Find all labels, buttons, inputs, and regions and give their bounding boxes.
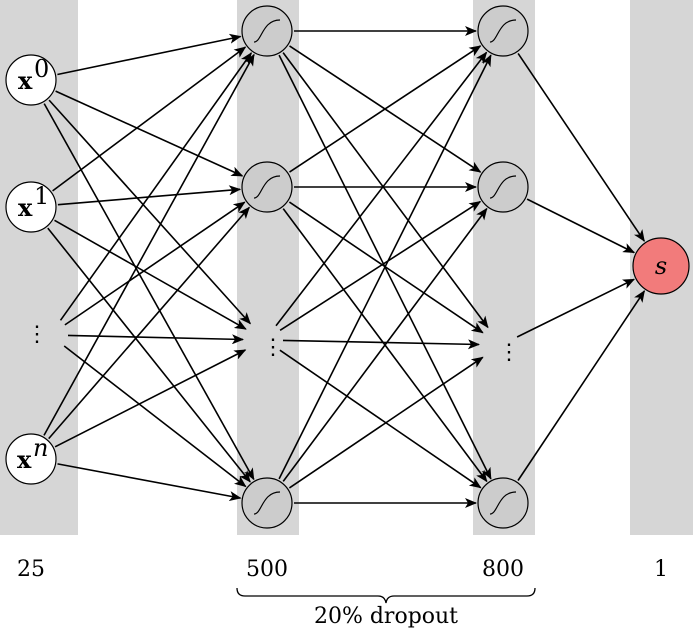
hidden2-output-edge-1-0 <box>526 198 636 254</box>
sigmoid-icon <box>253 175 281 199</box>
hidden1-node-n <box>241 477 293 529</box>
input-node-x0: x 0 <box>5 54 57 106</box>
hidden2-node-n <box>477 477 529 529</box>
sigmoid-icon <box>489 19 517 43</box>
input-node-x0-sup: 0 <box>34 55 49 83</box>
sigmoid-icon <box>489 175 517 199</box>
input-node-xn-base: x <box>17 445 32 474</box>
hidden1-hidden2-edge-1-2 <box>288 201 484 334</box>
dropout-brace <box>236 587 536 604</box>
input-node-x1: x 1 <box>5 181 57 233</box>
input-hidden1-edge-1-0 <box>52 46 247 192</box>
hidden-layer-1-band <box>237 0 299 535</box>
hidden1-size-label: 500 <box>246 557 288 582</box>
input-size-label: 25 <box>17 557 45 582</box>
hidden2-node-1 <box>477 5 529 57</box>
input-node-x1-base: x <box>18 193 33 222</box>
hidden1-node-2 <box>241 161 293 213</box>
input-node-xn: x n <box>5 433 57 485</box>
sigmoid-icon <box>253 491 281 515</box>
sigmoid-icon <box>253 19 281 43</box>
hidden1-hidden2-edge-3-2 <box>288 356 484 489</box>
input-hidden1-edge-2-1 <box>64 201 246 326</box>
input-hidden1-edge-0-0 <box>57 33 242 76</box>
hidden1-hidden2-edge-3-1 <box>282 207 488 482</box>
input-hidden1-edge-3-3 <box>57 463 242 501</box>
hidden2-output-edge-2-0 <box>516 278 635 338</box>
dropout-label: 20% dropout <box>314 604 458 629</box>
input-hidden1-edge-2-0 <box>59 52 252 321</box>
input-hidden1-edge-3-1 <box>48 206 250 440</box>
input-node-xn-sup: n <box>33 434 48 462</box>
connections <box>43 26 646 508</box>
input-ellipsis: ⋮ <box>26 322 48 347</box>
hidden1-node-1 <box>241 5 293 57</box>
input-hidden1-edge-0-1 <box>55 90 244 177</box>
hidden-layer-2-band <box>473 0 535 535</box>
hidden1-hidden2-edge-2-3 <box>279 349 482 489</box>
input-hidden1-edge-0-3 <box>43 103 255 481</box>
hidden1-ellipsis: ⋮ <box>262 335 284 360</box>
hidden2-size-label: 800 <box>482 557 524 582</box>
output-node: s <box>632 237 690 295</box>
hidden2-output-edge-0-0 <box>517 52 645 242</box>
input-node-x1-sup: 1 <box>34 182 49 210</box>
output-size-label: 1 <box>654 557 668 582</box>
input-hidden1-edge-1-2 <box>54 219 247 330</box>
hidden2-node-2 <box>477 161 529 213</box>
input-hidden1-edge-2-2 <box>67 334 244 345</box>
input-node-x0-base: x <box>18 66 33 95</box>
sigmoid-icon <box>489 491 517 515</box>
hidden1-hidden2-edge-3-0 <box>278 54 492 480</box>
hidden2-ellipsis: ⋮ <box>498 340 520 365</box>
hidden1-hidden2-edge-0-2 <box>282 52 489 329</box>
output-node-label: s <box>655 252 667 280</box>
input-hidden1-edge-2-3 <box>63 345 247 488</box>
hidden1-hidden2-edge-2-2 <box>282 339 480 350</box>
hidden1-hidden2-edge-2-1 <box>279 200 482 331</box>
hidden2-output-edge-3-0 <box>517 290 646 481</box>
hidden1-hidden2-edge-2-0 <box>275 51 488 327</box>
input-hidden1-edge-0-2 <box>48 99 251 325</box>
input-hidden1-edge-3-2 <box>54 349 247 448</box>
hidden1-hidden2-edge-1-0 <box>289 45 482 173</box>
input-hidden1-edge-1-3 <box>47 227 251 483</box>
input-hidden1-edge-3-0 <box>43 53 255 436</box>
